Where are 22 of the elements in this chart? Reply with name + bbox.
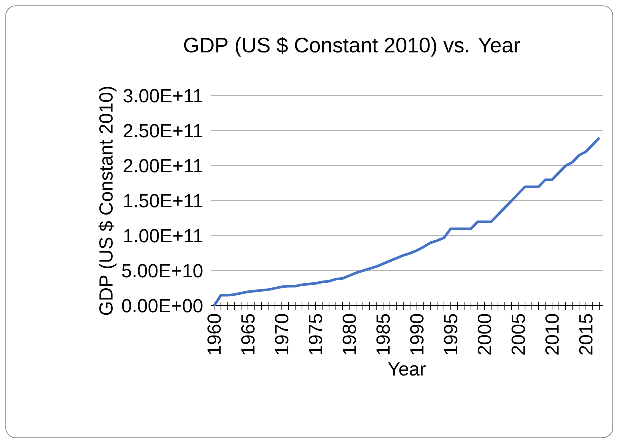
y-tick-label: 0.00E+00 (122, 299, 203, 313)
y-tick-label: 1.50E+11 (124, 194, 203, 208)
x-tick-label: 2015 (579, 314, 593, 355)
y-tick-label: 1.00E+11 (124, 229, 203, 243)
x-tick-label: 1995 (444, 314, 458, 354)
x-tick-label: 1970 (275, 314, 289, 354)
x-tick-label: 2005 (512, 314, 526, 355)
x-tick-label: 2010 (546, 314, 560, 355)
x-axis-title: Year (388, 362, 426, 376)
y-tick-label: 3.00E+11 (124, 89, 203, 103)
x-tick-label: 1980 (342, 314, 356, 354)
x-tick-label: 2000 (478, 314, 492, 355)
y-tick-label: 2.00E+11 (124, 159, 203, 173)
x-tick-label: 1985 (376, 314, 390, 354)
chart-title: GDP (US $ Constant 2010) vs. Year (184, 37, 520, 57)
y-tick-label: 5.00E+10 (122, 264, 203, 278)
y-tick-label: 2.50E+11 (124, 124, 203, 138)
x-tick-label: 1975 (309, 314, 322, 354)
x-tick-label: 1965 (241, 314, 255, 354)
x-tick-label: 1960 (208, 314, 222, 354)
x-tick-label: 1990 (410, 314, 424, 354)
y-axis-title: GDP (US $ Constant 2010) (98, 87, 117, 316)
